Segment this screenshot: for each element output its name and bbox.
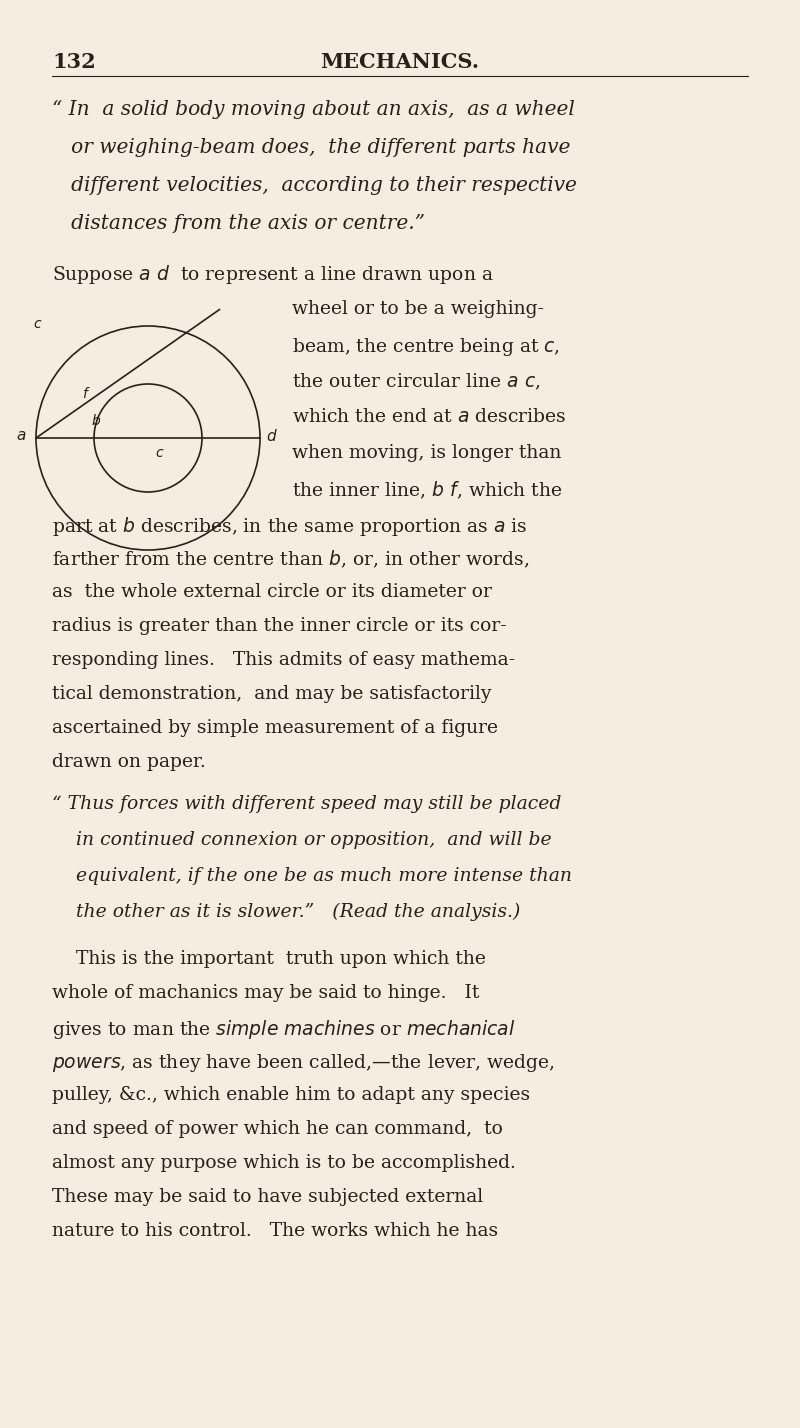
Text: MECHANICS.: MECHANICS. — [321, 51, 479, 71]
Text: radius is greater than the inner circle or its cor-: radius is greater than the inner circle … — [52, 617, 506, 635]
Text: which the end at $a$ describes: which the end at $a$ describes — [292, 408, 566, 426]
Text: “ Thus forces with different speed may still be placed: “ Thus forces with different speed may s… — [52, 795, 562, 813]
Text: the other as it is slower.”   (Read the analysis.): the other as it is slower.” (Read the an… — [52, 902, 520, 921]
Text: $b$: $b$ — [91, 413, 101, 428]
Text: when moving, is longer than: when moving, is longer than — [292, 444, 562, 463]
Text: $powers$, as they have been called,—the lever, wedge,: $powers$, as they have been called,—the … — [52, 1052, 555, 1074]
Text: farther from the centre than $b$, or, in other words,: farther from the centre than $b$, or, in… — [52, 548, 530, 570]
Text: $c$: $c$ — [155, 446, 165, 460]
Text: Suppose $a$ $d$  to represent a line drawn upon a: Suppose $a$ $d$ to represent a line draw… — [52, 263, 494, 286]
Text: distances from the axis or centre.”: distances from the axis or centre.” — [52, 214, 425, 233]
Text: different velocities,  according to their respective: different velocities, according to their… — [52, 176, 577, 196]
Text: 132: 132 — [52, 51, 96, 71]
Text: almost any purpose which is to be accomplished.: almost any purpose which is to be accomp… — [52, 1154, 516, 1172]
Text: beam, the centre being at $c$,: beam, the centre being at $c$, — [292, 336, 560, 358]
Text: as  the whole external circle or its diameter or: as the whole external circle or its diam… — [52, 583, 492, 601]
Text: whole of machanics may be said to hinge.   It: whole of machanics may be said to hinge.… — [52, 984, 479, 1002]
Text: or weighing-beam does,  the different parts have: or weighing-beam does, the different par… — [52, 139, 570, 157]
Text: the inner line, $b$ $f$, which the: the inner line, $b$ $f$, which the — [292, 480, 562, 501]
Text: $f$: $f$ — [82, 386, 91, 401]
Text: gives to man the $simple$ $machines$ or $mechanical$: gives to man the $simple$ $machines$ or … — [52, 1018, 515, 1041]
Text: part at $b$ describes, in the same proportion as $a$ is: part at $b$ describes, in the same propo… — [52, 516, 527, 538]
Text: $d$: $d$ — [266, 428, 278, 444]
Text: in continued connexion or opposition,  and will be: in continued connexion or opposition, an… — [52, 831, 552, 850]
Text: $c$: $c$ — [33, 317, 42, 331]
Text: ascertained by simple measurement of a figure: ascertained by simple measurement of a f… — [52, 720, 498, 737]
Text: responding lines.   This admits of easy mathema-: responding lines. This admits of easy ma… — [52, 651, 515, 668]
Text: pulley, &c., which enable him to adapt any species: pulley, &c., which enable him to adapt a… — [52, 1087, 530, 1104]
Text: the outer circular line $a$ $c$,: the outer circular line $a$ $c$, — [292, 373, 541, 393]
Text: drawn on paper.: drawn on paper. — [52, 753, 206, 771]
Text: tical demonstration,  and may be satisfactorily: tical demonstration, and may be satisfac… — [52, 685, 491, 703]
Text: nature to his control.   The works which he has: nature to his control. The works which h… — [52, 1222, 498, 1240]
Text: $a$: $a$ — [16, 428, 26, 443]
Text: equivalent, if the one be as much more intense than: equivalent, if the one be as much more i… — [52, 867, 572, 885]
Text: “ In  a solid body moving about an axis,  as a wheel: “ In a solid body moving about an axis, … — [52, 100, 574, 119]
Text: and speed of power which he can command,  to: and speed of power which he can command,… — [52, 1120, 503, 1138]
Text: wheel or to be a weighing-: wheel or to be a weighing- — [292, 300, 544, 318]
Text: These may be said to have subjected external: These may be said to have subjected exte… — [52, 1188, 483, 1207]
Text: This is the important  truth upon which the: This is the important truth upon which t… — [52, 950, 486, 968]
